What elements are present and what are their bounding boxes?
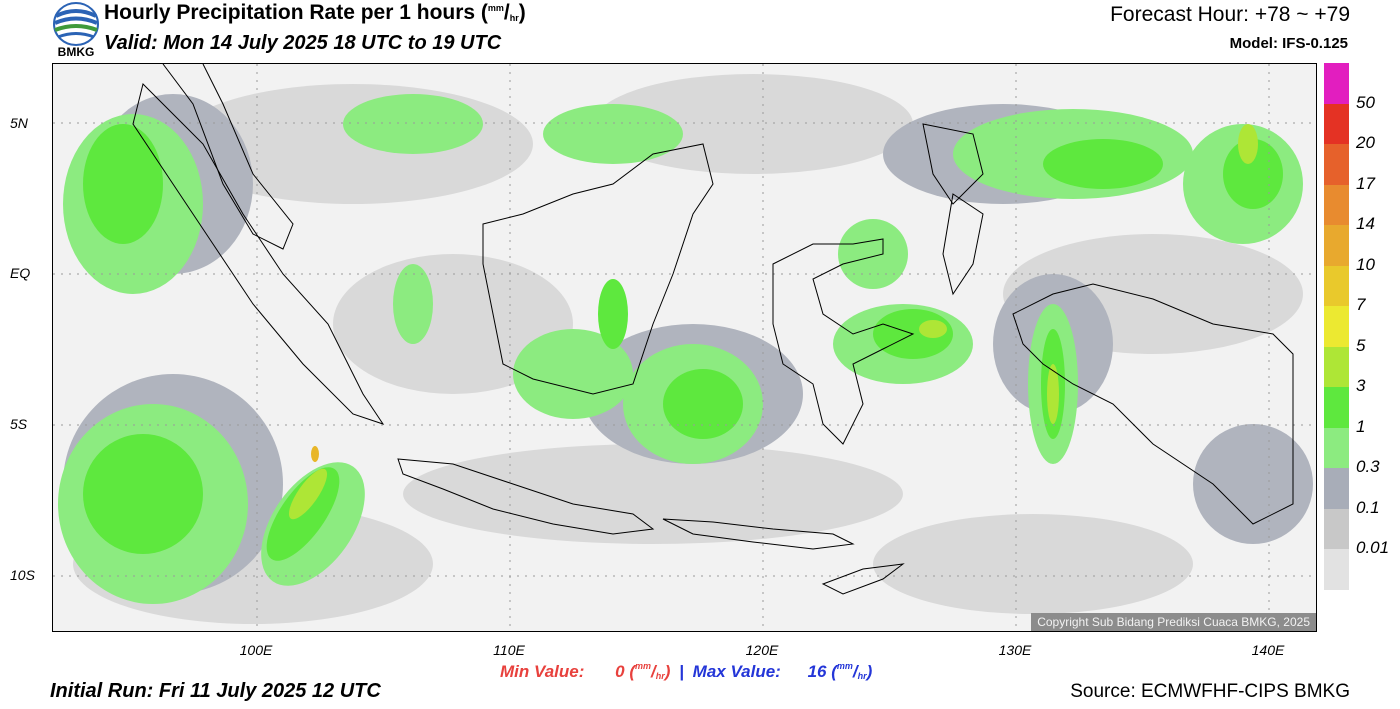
color-bar-segment [1324,468,1349,510]
max-value: 16 [807,662,827,681]
lat-label-10s: 10S [10,567,35,583]
color-bar-label: 10 [1356,254,1375,274]
color-bar-label: 17 [1356,173,1375,193]
java-outline [397,458,655,535]
lat-label-5s: 5S [10,416,28,432]
color-bar-label: 0.01 [1356,538,1390,558]
color-bar-label: 0.3 [1356,457,1380,477]
color-bar-segment [1324,225,1349,267]
max-value-label: Max Value: [692,662,781,681]
forecast-hour: Forecast Hour: +78 ~ +79 [1110,3,1350,26]
value-separator: | [679,662,684,681]
model-name: Model: IFS-0.125 [1229,35,1348,52]
sulawesi-outline [772,238,915,445]
lon-label-140e: 140E [1251,642,1285,658]
color-bar-label: 0.1 [1356,497,1380,517]
color-bar-label: 7 [1356,295,1366,315]
color-bar-segment [1324,387,1349,429]
color-bar-segment [1324,103,1349,145]
mindanao-outline [922,123,984,205]
bmkg-logo: BMKG [53,2,99,58]
color-bar-segment [1324,184,1349,226]
rain-heavy-layer [288,124,1258,520]
color-bar-label: 14 [1356,214,1375,234]
timor-outline [821,563,905,595]
color-bar-label: 50 [1356,92,1375,112]
color-bar-segment [1324,144,1349,186]
color-bar-segment [1324,265,1349,307]
graticule [53,64,1316,631]
color-bar-label: 5 [1356,335,1366,355]
lon-label-130e: 130E [998,642,1032,658]
min-value-label: Min Value: [500,662,585,681]
lon-label-110e: 110E [493,642,525,658]
newguinea-outline [1012,283,1294,525]
color-bar-label: 20 [1356,133,1375,153]
color-bar-segment [1324,508,1349,550]
copyright-notice: Copyright Sub Bidang Prediksi Cuaca BMKG… [1031,613,1316,631]
initial-run: Initial Run: Fri 11 July 2025 12 UTC [50,680,381,702]
coastlines [132,64,1294,595]
color-bar [1324,63,1349,591]
sunda-outline [662,518,855,550]
min-value: 0 [615,662,625,681]
rain-max-layer [311,446,319,462]
precipitation-map: Copyright Sub Bidang Prediksi Cuaca BMKG… [52,63,1317,632]
page-title: Hourly Precipitation Rate per 1 hours (m… [104,1,526,24]
min-max-values: Min Value: 0 (mm/hr) | Max Value: 16 (mm… [500,661,873,681]
logo-text: BMKG [58,45,95,58]
lon-label-100e: 100E [239,642,273,658]
color-bar-segment [1324,549,1349,591]
valid-time: Valid: Mon 14 July 2025 18 UTC to 19 UTC [104,32,502,54]
color-bar-segment [1324,346,1349,388]
color-bar-segment [1324,306,1349,348]
map-canvas [53,64,1316,631]
data-source: Source: ECMWFHF-CIPS BMKG [1070,681,1350,702]
color-bar-segment [1324,427,1349,469]
lat-label-eq: EQ [10,265,31,281]
color-bar-label: 3 [1356,376,1366,396]
borneo-outline [482,143,714,395]
color-bar-label: 1 [1356,416,1366,436]
lat-label-5n: 5N [10,115,28,131]
malay-outline [162,64,294,250]
rain-strong-layer [83,124,1283,561]
color-bar-segment [1324,63,1349,105]
sumatra-outline [132,83,385,425]
maluku-outline [942,193,984,296]
lon-label-120e: 120E [745,642,779,658]
